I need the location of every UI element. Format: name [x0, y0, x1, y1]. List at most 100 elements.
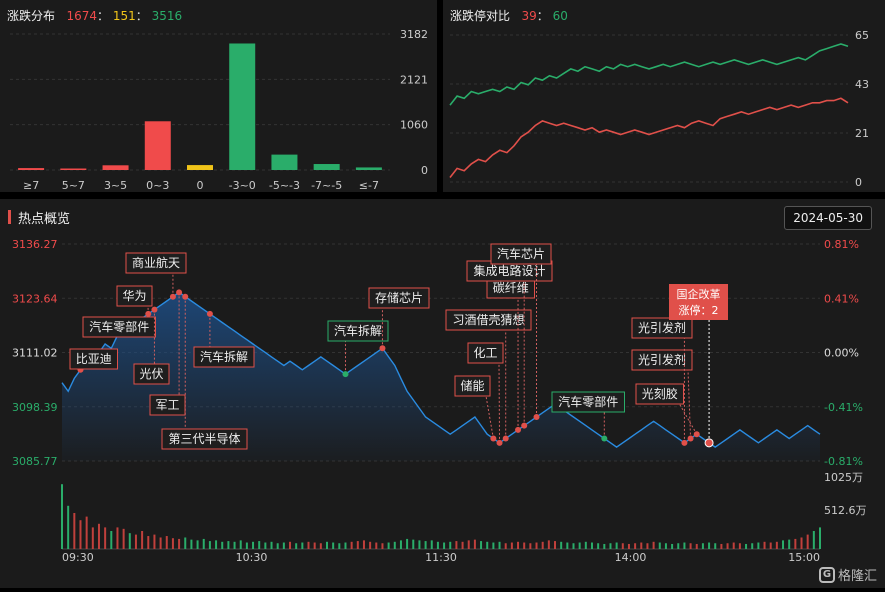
volume-bar [110, 531, 112, 549]
bar [314, 164, 340, 170]
volume-bar [129, 533, 131, 549]
annotation-dot [521, 423, 527, 429]
volume-bar [782, 540, 784, 549]
volume-bar [123, 529, 125, 549]
x-tick-label: 0 [197, 179, 204, 192]
x-tick-label: 11:30 [425, 551, 457, 564]
volume-bar [61, 484, 63, 549]
volume-bar [640, 543, 642, 549]
volume-bar [431, 540, 433, 549]
annotation-dot [694, 431, 700, 437]
volume-bar [566, 543, 568, 549]
volume-bar [375, 543, 377, 549]
annotation-label: 华为 [122, 289, 146, 303]
annotation-label: 汽车拆解 [334, 323, 382, 338]
x-tick-label: 14:00 [615, 551, 647, 564]
volume-bar [184, 537, 186, 549]
x-tick-label: ≤-7 [359, 179, 379, 192]
annotation-dot [490, 436, 496, 442]
volume-bar [135, 535, 137, 549]
down-count: 3516 [152, 9, 183, 23]
volume-bar [301, 543, 303, 549]
volume-bar [659, 543, 661, 549]
annotation-label: 光刻胶 [642, 386, 678, 401]
annotation-label: 存储芯片 [375, 290, 423, 305]
volume-bar [542, 542, 544, 549]
right-tick-label: -0.81% [824, 455, 863, 468]
volume-bar [653, 542, 655, 549]
volume-bar [221, 542, 223, 549]
volume-bar [776, 542, 778, 549]
volume-bar [425, 541, 427, 549]
volume-bar [141, 531, 143, 549]
annotation-label: 光引发剂 [638, 352, 686, 367]
volume-bar [203, 539, 205, 549]
annotation-label: 集成电路设计 [473, 263, 545, 278]
annotation-dot [342, 371, 348, 377]
volume-bar [246, 543, 248, 549]
x-tick-label: 5~7 [62, 179, 85, 192]
volume-bar [394, 542, 396, 549]
watermark: G 格隆汇 [819, 565, 877, 584]
limit-ratio-title: 涨跌停对比 39： 60 [450, 7, 568, 24]
volume-bar [86, 517, 88, 549]
volume-bar [455, 541, 457, 549]
annotation-label: 汽车拆解 [200, 349, 248, 364]
annotation-label: 军工 [155, 398, 179, 412]
volume-bar [104, 527, 106, 549]
bar [103, 165, 129, 170]
x-tick-label: 0~3 [146, 179, 169, 192]
annotation-leader [486, 396, 493, 439]
volume-bar [357, 541, 359, 549]
flat-count: 151 [113, 9, 136, 23]
volume-bar [215, 540, 217, 549]
watermark-logo-icon: G [819, 567, 835, 583]
distribution-title: 涨跌分布 1674： 151： 3516 [7, 7, 182, 24]
volume-bar [813, 531, 815, 549]
annotation-dot [601, 436, 607, 442]
left-tick-label: 3098.39 [12, 401, 58, 414]
annotation-dot [497, 440, 503, 446]
volume-bar [628, 544, 630, 549]
bar [145, 121, 171, 170]
volume-bar [277, 543, 279, 549]
volume-bar [264, 543, 266, 549]
volume-bar [646, 543, 648, 549]
annotation-dot [515, 427, 521, 433]
watermark-text: 格隆汇 [838, 565, 877, 584]
right-tick-label: 0.41% [824, 292, 859, 305]
volume-bar [449, 542, 451, 549]
highlight-line2: 涨停：2 [679, 303, 719, 317]
volume-bar [801, 537, 803, 549]
volume-bar [190, 540, 192, 549]
left-tick-label: 3136.27 [12, 238, 58, 251]
volume-bar [622, 543, 624, 549]
distribution-title-text: 涨跌分布 [7, 9, 55, 23]
bar [18, 168, 44, 170]
y-tick-label: 3182 [400, 28, 428, 41]
date-picker[interactable]: 2024-05-30 [784, 206, 872, 230]
right-tick-label: 0.00% [824, 347, 859, 360]
y-tick-label: 0 [421, 164, 428, 177]
volume-bar [560, 542, 562, 549]
left-tick-label: 3123.64 [12, 292, 58, 305]
volume-bar [338, 543, 340, 549]
volume-bar [708, 543, 710, 549]
volume-bar [462, 542, 464, 549]
annotation-dot [176, 289, 182, 295]
annotation-label: 第三代半导体 [168, 432, 240, 446]
volume-bar [116, 527, 118, 549]
annotation-dot [503, 436, 509, 442]
annotation-dot [170, 294, 176, 300]
volume-bar [616, 543, 618, 549]
volume-bar [770, 543, 772, 549]
x-tick-label: 09:30 [62, 551, 94, 564]
volume-bar [381, 543, 383, 549]
volume-bar [499, 542, 501, 549]
volume-bar [554, 541, 556, 549]
annotation-label: 光引发剂 [638, 320, 686, 335]
volume-bar [412, 540, 414, 549]
